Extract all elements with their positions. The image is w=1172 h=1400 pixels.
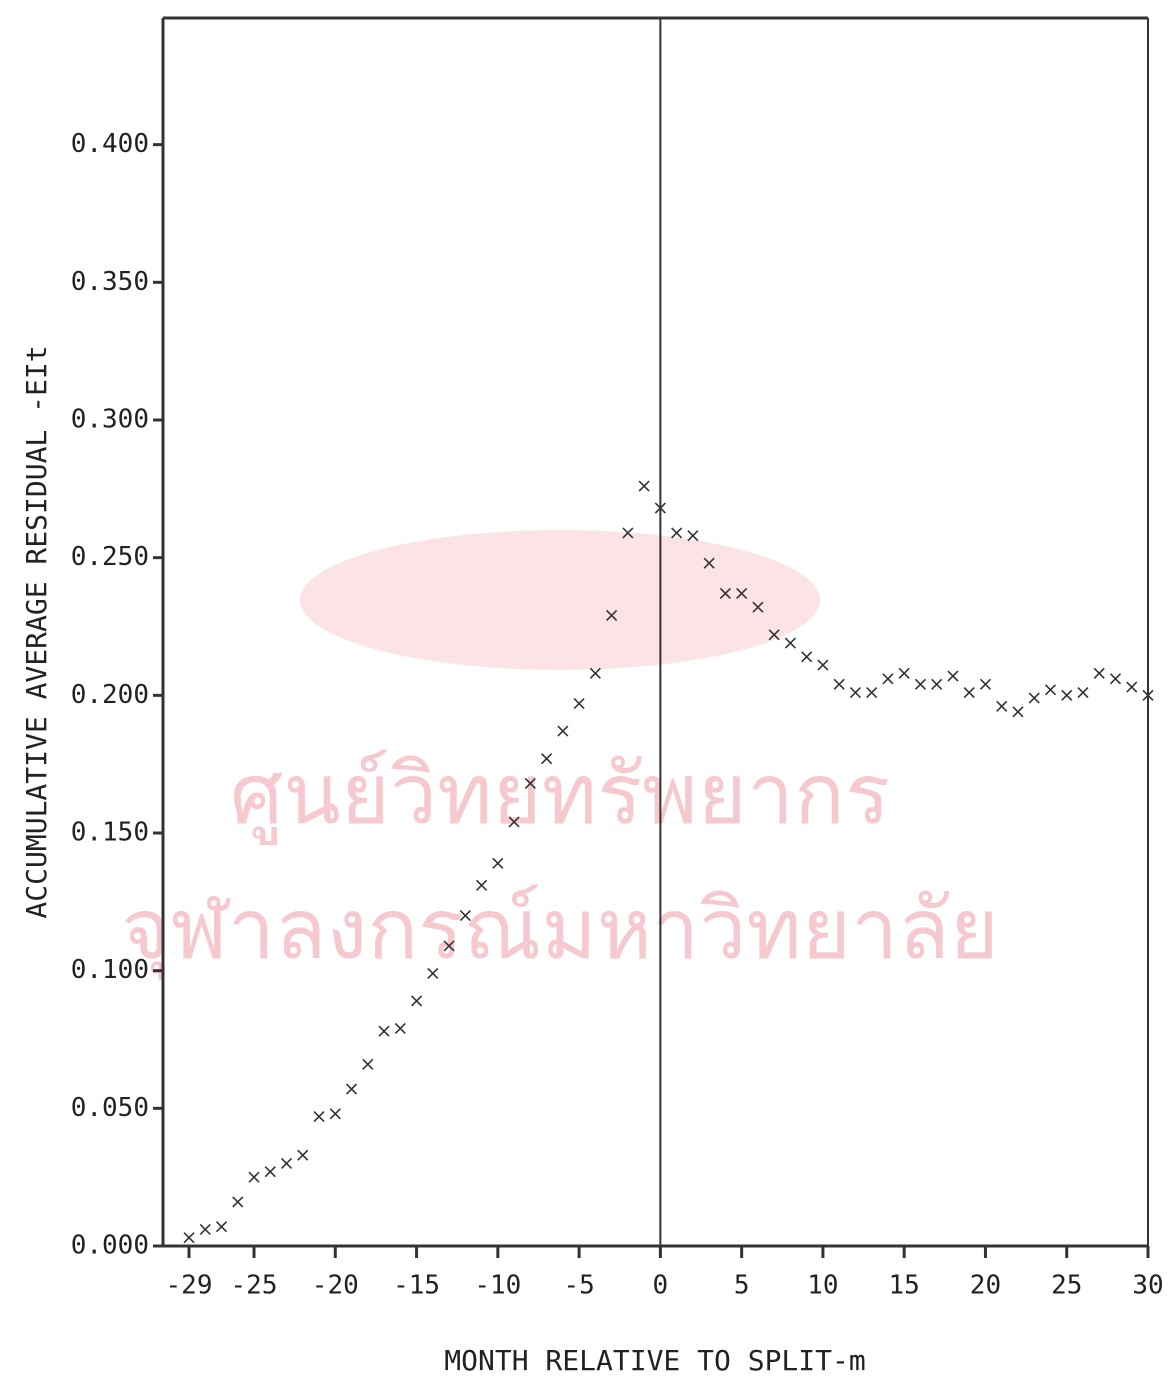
x-tick-label: 15 bbox=[889, 1271, 920, 1301]
point bbox=[882, 673, 894, 685]
watermark: ศูนย์วิทยทรัพยากร bbox=[230, 745, 890, 845]
point bbox=[573, 698, 585, 710]
point bbox=[1109, 673, 1122, 685]
point bbox=[622, 527, 634, 539]
point bbox=[1093, 667, 1105, 679]
point bbox=[638, 480, 650, 492]
point bbox=[1077, 687, 1089, 699]
point bbox=[671, 527, 683, 539]
y-tick-label: 0.350 bbox=[71, 267, 149, 297]
x-tick-label: 10 bbox=[807, 1271, 838, 1301]
point bbox=[947, 670, 959, 682]
point bbox=[833, 678, 845, 690]
point bbox=[1028, 692, 1040, 704]
point bbox=[557, 725, 569, 737]
point bbox=[719, 587, 731, 600]
point bbox=[394, 1022, 406, 1035]
point bbox=[931, 678, 943, 690]
point bbox=[264, 1166, 276, 1178]
watermark: จุฬาลงกรณ์มหาวิทยาลัย bbox=[121, 880, 999, 981]
point bbox=[687, 530, 699, 542]
x-tick-label: -20 bbox=[312, 1271, 359, 1301]
y-tick-label: 0.200 bbox=[71, 680, 149, 710]
point bbox=[752, 601, 764, 613]
x-tick-label: 0 bbox=[653, 1271, 669, 1301]
point bbox=[801, 651, 813, 663]
point bbox=[199, 1223, 211, 1236]
point bbox=[654, 502, 666, 514]
point bbox=[476, 879, 488, 891]
point bbox=[606, 609, 618, 622]
y-tick-label: 0.050 bbox=[71, 1093, 149, 1123]
emblem-shape bbox=[300, 530, 820, 670]
y-tick-label: 0.400 bbox=[71, 129, 149, 159]
point bbox=[817, 659, 829, 671]
point bbox=[508, 816, 520, 828]
point bbox=[849, 687, 861, 699]
point bbox=[1142, 689, 1154, 701]
point bbox=[1012, 706, 1024, 718]
point bbox=[378, 1025, 390, 1037]
point bbox=[215, 1221, 228, 1233]
point bbox=[1044, 684, 1057, 696]
point bbox=[232, 1196, 244, 1208]
point bbox=[1126, 681, 1138, 693]
point bbox=[866, 687, 878, 699]
point bbox=[443, 940, 455, 952]
point bbox=[784, 637, 796, 649]
point bbox=[297, 1149, 309, 1161]
x-tick-label: -5 bbox=[563, 1271, 594, 1301]
x-tick-label: 5 bbox=[734, 1271, 750, 1301]
y-tick-label: 0.150 bbox=[71, 817, 149, 847]
x-tick-label: -25 bbox=[231, 1271, 278, 1301]
point bbox=[996, 700, 1008, 712]
x-tick-label: 20 bbox=[970, 1271, 1001, 1301]
point bbox=[914, 678, 927, 690]
point bbox=[427, 967, 439, 979]
point bbox=[313, 1111, 325, 1123]
point bbox=[362, 1058, 374, 1070]
point bbox=[183, 1232, 195, 1244]
x-tick-label: 25 bbox=[1051, 1271, 1082, 1301]
point bbox=[345, 1083, 358, 1095]
point bbox=[280, 1157, 293, 1169]
point bbox=[524, 777, 536, 790]
point bbox=[459, 910, 471, 922]
point bbox=[248, 1171, 260, 1183]
x-tick-label: -10 bbox=[474, 1271, 521, 1301]
point bbox=[1061, 689, 1073, 701]
point bbox=[589, 667, 601, 679]
y-tick-label: 0.000 bbox=[71, 1231, 149, 1261]
point bbox=[898, 667, 910, 679]
point bbox=[768, 629, 780, 641]
y-tick-label: 0.100 bbox=[71, 955, 149, 985]
point bbox=[541, 753, 553, 765]
x-axis-title: MONTH RELATIVE TO SPLIT-m bbox=[444, 1344, 865, 1377]
y-axis-title: ACCUMULATIVE AVERAGE RESIDUAL -EIt bbox=[20, 345, 53, 918]
point bbox=[492, 857, 504, 869]
y-tick-label: 0.250 bbox=[71, 542, 149, 572]
point bbox=[979, 678, 992, 690]
point bbox=[963, 687, 975, 699]
x-tick-label: 30 bbox=[1132, 1271, 1163, 1301]
point bbox=[736, 587, 748, 600]
point bbox=[329, 1108, 341, 1120]
point bbox=[703, 557, 715, 569]
y-tick-label: 0.300 bbox=[71, 404, 149, 434]
x-tick-label: -29 bbox=[166, 1271, 213, 1301]
point bbox=[410, 995, 423, 1007]
x-tick-label: -15 bbox=[393, 1271, 440, 1301]
